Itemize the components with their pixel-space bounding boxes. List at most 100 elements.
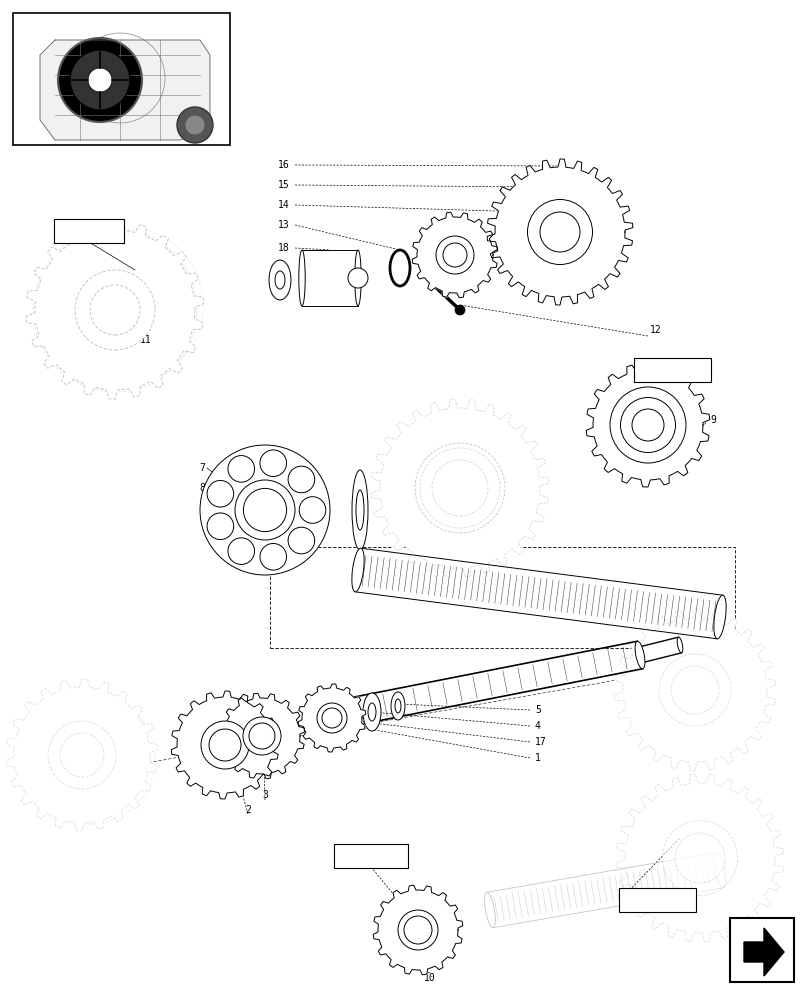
Circle shape: [288, 527, 315, 554]
Circle shape: [348, 268, 367, 288]
Circle shape: [228, 538, 254, 564]
Circle shape: [260, 450, 286, 477]
Ellipse shape: [367, 703, 375, 721]
FancyBboxPatch shape: [618, 888, 695, 912]
Polygon shape: [743, 928, 783, 976]
Circle shape: [527, 200, 592, 265]
Circle shape: [659, 654, 730, 726]
Ellipse shape: [275, 271, 285, 289]
Ellipse shape: [355, 490, 363, 530]
Text: 1: 1: [534, 753, 540, 763]
Ellipse shape: [268, 260, 290, 300]
Text: 14: 14: [278, 200, 290, 210]
Text: 1.28.1: 1.28.1: [71, 225, 106, 235]
Circle shape: [316, 703, 346, 733]
Text: 9: 9: [709, 415, 715, 425]
Polygon shape: [371, 399, 548, 577]
Polygon shape: [26, 221, 204, 399]
Polygon shape: [616, 774, 783, 942]
Circle shape: [670, 666, 718, 714]
Circle shape: [620, 397, 675, 452]
Ellipse shape: [305, 706, 315, 734]
Circle shape: [48, 721, 116, 789]
Polygon shape: [40, 40, 210, 140]
Polygon shape: [373, 885, 462, 975]
FancyBboxPatch shape: [54, 219, 124, 243]
Circle shape: [431, 460, 487, 516]
Ellipse shape: [484, 892, 495, 928]
Text: 18: 18: [278, 243, 290, 253]
Circle shape: [436, 236, 474, 274]
Ellipse shape: [714, 852, 724, 888]
Circle shape: [631, 409, 663, 441]
Text: 11: 11: [139, 335, 152, 345]
Circle shape: [207, 480, 234, 507]
Circle shape: [228, 456, 254, 482]
Ellipse shape: [676, 637, 682, 653]
Text: 7: 7: [199, 463, 204, 473]
Circle shape: [404, 916, 431, 944]
FancyBboxPatch shape: [729, 918, 793, 982]
Text: 3: 3: [262, 790, 268, 800]
FancyBboxPatch shape: [13, 13, 230, 145]
Circle shape: [200, 445, 329, 575]
Polygon shape: [487, 159, 632, 305]
Circle shape: [70, 50, 130, 110]
Circle shape: [539, 212, 579, 252]
Text: 15: 15: [278, 180, 290, 190]
Circle shape: [207, 513, 234, 540]
Ellipse shape: [298, 250, 305, 306]
Text: 1.32.1: 1.32.1: [638, 895, 674, 905]
Text: 1.32.1: 1.32.1: [654, 365, 689, 375]
Text: 17: 17: [534, 737, 546, 747]
Ellipse shape: [394, 699, 401, 713]
FancyBboxPatch shape: [633, 358, 710, 382]
Text: 4: 4: [534, 721, 540, 731]
Circle shape: [242, 717, 281, 755]
Text: 2: 2: [245, 805, 251, 815]
Ellipse shape: [354, 250, 361, 306]
Text: PAG.2: PAG.2: [356, 850, 385, 860]
Circle shape: [298, 497, 325, 523]
Circle shape: [58, 38, 142, 122]
Ellipse shape: [634, 641, 644, 669]
Circle shape: [443, 243, 466, 267]
Circle shape: [260, 543, 286, 570]
Circle shape: [414, 443, 504, 533]
Text: 10: 10: [423, 973, 436, 983]
Circle shape: [674, 833, 724, 883]
Polygon shape: [6, 679, 157, 831]
Circle shape: [322, 708, 341, 728]
Ellipse shape: [391, 692, 405, 720]
Circle shape: [88, 68, 112, 92]
Circle shape: [177, 107, 212, 143]
Text: 13: 13: [278, 220, 290, 230]
Text: 12: 12: [649, 325, 661, 335]
Circle shape: [243, 488, 286, 532]
Circle shape: [75, 270, 155, 350]
Text: 6: 6: [199, 503, 204, 513]
Polygon shape: [298, 684, 365, 752]
Circle shape: [662, 820, 736, 896]
Polygon shape: [586, 363, 709, 487]
Ellipse shape: [363, 693, 380, 731]
Ellipse shape: [713, 595, 725, 639]
Text: 8: 8: [199, 483, 204, 493]
Ellipse shape: [351, 548, 363, 592]
Circle shape: [201, 721, 249, 769]
Polygon shape: [412, 212, 497, 298]
Circle shape: [397, 910, 437, 950]
Text: 5: 5: [534, 705, 540, 715]
Circle shape: [90, 285, 139, 335]
Polygon shape: [171, 691, 278, 799]
Circle shape: [60, 733, 104, 777]
FancyBboxPatch shape: [302, 250, 358, 306]
Polygon shape: [219, 693, 304, 779]
Circle shape: [419, 448, 500, 528]
Circle shape: [288, 466, 315, 493]
Ellipse shape: [351, 470, 367, 550]
Circle shape: [249, 723, 275, 749]
Text: 16: 16: [278, 160, 290, 170]
Polygon shape: [613, 609, 775, 771]
FancyBboxPatch shape: [333, 844, 407, 868]
